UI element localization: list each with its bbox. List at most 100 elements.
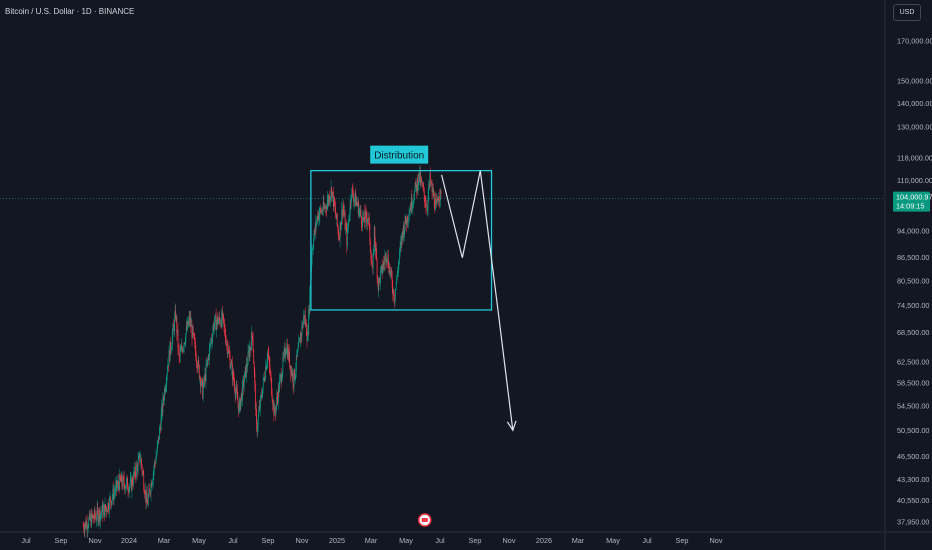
candle-body: [424, 202, 426, 204]
candle-body: [194, 339, 196, 342]
candle-body: [118, 484, 120, 491]
candle-body: [315, 223, 317, 227]
candle-body: [300, 333, 302, 344]
candle-body: [272, 401, 274, 406]
time-tick-label: Mar: [158, 536, 171, 545]
candle-body: [360, 215, 362, 225]
candle-body: [431, 182, 433, 193]
candle-body: [117, 481, 119, 486]
candle-body: [379, 278, 381, 284]
candle-body: [222, 314, 224, 320]
candle-body: [418, 172, 419, 185]
candle-body: [189, 317, 191, 322]
candle-body: [115, 480, 117, 485]
time-tick-label: Jul: [435, 536, 445, 545]
candle-body: [277, 398, 279, 403]
candle-body: [175, 317, 177, 320]
projection-arrowhead-icon: [506, 420, 517, 432]
price-tick-label: 140,000.00: [897, 99, 932, 108]
candle-body: [368, 218, 370, 219]
candle-body: [348, 221, 349, 228]
candle-body: [376, 248, 377, 260]
candle-body: [368, 218, 370, 224]
candle-body: [102, 508, 104, 517]
candle-body: [214, 323, 215, 329]
candle-body: [221, 311, 223, 320]
candle-body: [321, 210, 322, 213]
candle-body: [141, 465, 143, 472]
candle-body: [148, 488, 150, 490]
candle-body: [275, 404, 277, 414]
candle-body: [249, 347, 251, 349]
candle-body: [394, 298, 396, 303]
candle-body: [387, 255, 389, 267]
candle-body: [118, 481, 119, 485]
candle-body: [352, 187, 353, 190]
candle-body: [429, 173, 431, 183]
candle-body: [280, 374, 282, 383]
candle-body: [139, 459, 141, 463]
event-marker[interactable]: [418, 513, 432, 527]
candle-body: [317, 216, 319, 221]
candle-body: [185, 333, 187, 343]
time-tick-label: Mar: [572, 536, 585, 545]
candle-body: [258, 406, 260, 413]
candle-body: [239, 398, 241, 405]
candle-body: [229, 355, 231, 369]
candle-body: [331, 191, 333, 198]
candle-body: [407, 220, 409, 223]
candle-body: [321, 210, 323, 213]
candle-body: [139, 453, 141, 463]
candle-body: [275, 411, 276, 414]
candle-body: [182, 348, 184, 353]
candle-body: [108, 502, 109, 510]
currency-button[interactable]: USD: [893, 4, 921, 21]
candle-body: [110, 501, 112, 505]
candle-body: [172, 324, 174, 335]
time-tick-label: Sep: [676, 536, 689, 545]
candle-body: [119, 474, 121, 491]
candle-body: [277, 386, 279, 403]
candle-body: [147, 503, 149, 506]
candle-body: [192, 326, 193, 338]
candle-body: [352, 189, 354, 197]
distribution-box[interactable]: Distribution: [310, 145, 493, 311]
candle-body: [130, 478, 132, 480]
last-price-countdown: 14:09:15: [896, 202, 924, 211]
projection-path[interactable]: [441, 170, 514, 431]
candle-body: [329, 195, 330, 203]
candle-body: [313, 230, 315, 239]
candle-body: [260, 394, 262, 397]
candle-body: [293, 383, 294, 388]
candle-body: [131, 478, 133, 491]
candle-body: [112, 488, 114, 497]
candle-body: [165, 387, 167, 393]
candle-body: [216, 322, 218, 330]
candle-body: [406, 215, 408, 225]
candle-body: [279, 376, 281, 381]
candle-body: [203, 377, 205, 382]
candle-body: [271, 395, 273, 402]
candle-body: [92, 515, 94, 517]
candle-body: [351, 187, 353, 199]
candle-body: [305, 322, 307, 325]
candle-body: [292, 372, 294, 384]
candle-body: [377, 277, 379, 280]
candle-body: [200, 384, 202, 387]
candle-body: [194, 341, 196, 351]
candle-body: [392, 289, 394, 295]
candle-body: [400, 241, 402, 247]
candle-body: [269, 365, 271, 374]
time-axis[interactable]: Jul Sep Nov 2024 Mar May Jul Sep Nov 2025 Mar May Ju…: [21, 536, 722, 545]
distribution-rect[interactable]: [310, 169, 493, 311]
candle-body: [220, 323, 222, 328]
candle-body: [288, 348, 289, 360]
candle-body: [104, 504, 106, 517]
price-axis[interactable]: 170,000.00 150,000.00 140,000.00 130,000.00…: [897, 37, 932, 527]
candle-body: [404, 229, 405, 236]
candle-body: [382, 262, 384, 270]
candle-body: [391, 277, 393, 288]
candle-body: [393, 289, 395, 300]
